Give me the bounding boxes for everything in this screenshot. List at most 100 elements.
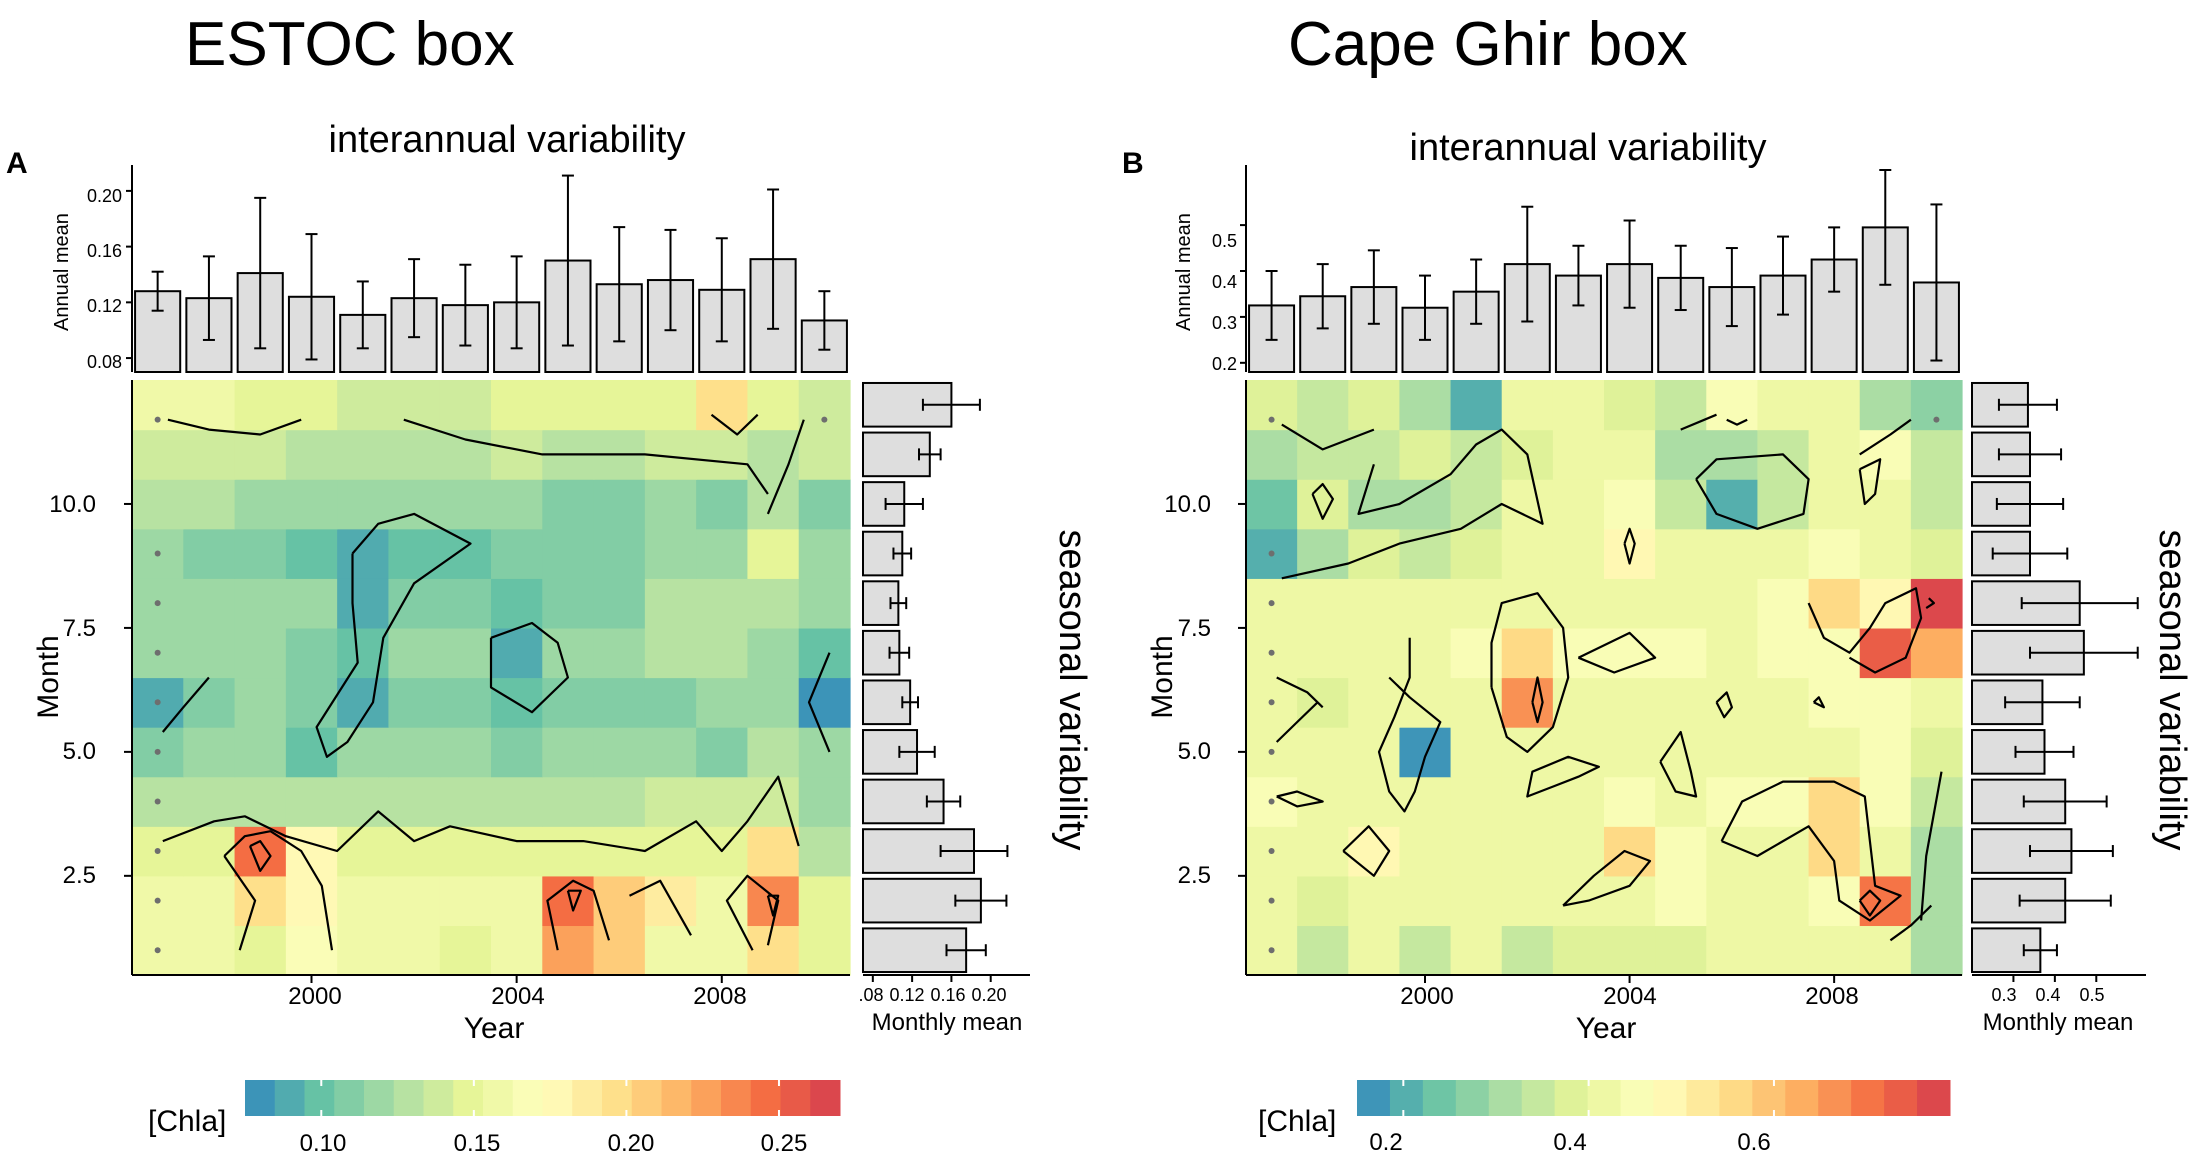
heatmap-cell <box>337 677 390 728</box>
panel-b-main-yaxis: 2.5 5.0 7.5 10.0 <box>1164 491 1211 889</box>
colorbar-swatch <box>691 1080 722 1116</box>
colorbar-swatch <box>453 1080 484 1116</box>
panel-a-ytick: 5.0 <box>63 738 96 765</box>
heatmap-cell <box>183 727 236 778</box>
heatmap-cell <box>542 677 595 728</box>
heatmap-cell <box>1604 578 1656 629</box>
heatmap-cell <box>234 677 287 728</box>
contour-line <box>1812 696 1825 709</box>
panel-a-xtick: 2000 <box>288 983 341 1010</box>
heatmap-cell <box>1808 875 1861 927</box>
heatmap-cell <box>1501 875 1554 927</box>
heatmap-cell <box>542 380 595 431</box>
heatmap-cell <box>1910 677 1963 728</box>
heatmap-cell <box>1706 826 1759 877</box>
heatmap-cell <box>1655 479 1707 530</box>
grid-dot <box>154 798 161 805</box>
heatmap-cell <box>1655 627 1707 679</box>
contour-line <box>403 418 769 495</box>
heatmap-cell <box>439 479 492 530</box>
heatmap-cell <box>1604 380 1656 431</box>
contour-line <box>766 894 780 917</box>
contour-line <box>566 889 582 912</box>
panel-a-ytick: 7.5 <box>63 615 96 642</box>
heatmap-cell <box>1501 925 1554 976</box>
heatmap-cell <box>1501 479 1554 530</box>
panel-a-right-xtick: 0.16 <box>930 985 965 1005</box>
heatmap-cell <box>1450 776 1503 827</box>
contour-line <box>223 830 334 951</box>
heatmap-cell <box>1246 479 1298 530</box>
heatmap-cell <box>337 925 390 976</box>
heatmap-cell <box>1808 925 1861 976</box>
heatmap-cell <box>747 727 800 778</box>
heatmap-cell <box>1604 925 1656 976</box>
heatmap-cell <box>1348 429 1401 480</box>
heatmap-cell <box>542 826 595 877</box>
panel-b-monthly-bars <box>1971 381 2146 982</box>
heatmap-cell <box>183 925 236 976</box>
heatmap-cell <box>1450 727 1503 778</box>
heatmap-cell <box>1450 380 1503 431</box>
contour-line <box>1531 676 1544 724</box>
panel-b: Cape Ghir box B interannual variability … <box>1122 10 2192 1156</box>
colorbar-swatch <box>245 1080 276 1116</box>
heatmap-cell <box>1910 528 1963 579</box>
heatmap-cell <box>1450 479 1503 530</box>
colorbar-swatch <box>393 1080 424 1116</box>
contour-line <box>1695 453 1810 530</box>
panel-b-right-xaxis: 0.3 0.4 0.5 <box>1991 985 2104 1005</box>
heatmap-cell <box>1399 776 1452 827</box>
heatmap-cell <box>1501 677 1554 728</box>
heatmap-cell <box>1297 380 1349 431</box>
heatmap-cell <box>1910 429 1963 480</box>
heatmap-cell <box>1399 875 1452 927</box>
colorbar-swatch <box>1719 1080 1753 1116</box>
contour-line <box>629 879 692 936</box>
panel-b-ytick: 10.0 <box>1164 491 1211 518</box>
panel-a-colorbar <box>245 1080 841 1116</box>
contour-line <box>1720 780 1902 922</box>
panel-b-annual-bars <box>1240 165 1960 374</box>
heatmap-cell <box>1399 479 1452 530</box>
heatmap-cell <box>1246 429 1298 480</box>
contour-line <box>161 676 210 733</box>
panel-b-xtick: 2008 <box>1805 983 1858 1010</box>
heatmap-cell <box>696 429 749 480</box>
contour-line <box>1623 527 1636 565</box>
heatmap-cell <box>798 627 851 679</box>
heatmap-cell <box>1655 875 1707 927</box>
heatmap-cell <box>388 776 441 827</box>
heatmap-cell <box>183 380 236 431</box>
panel-a-right-xlabel: Monthly mean <box>872 1009 1023 1036</box>
heatmap-cell <box>1348 826 1401 877</box>
heatmap-cell <box>1910 479 1963 530</box>
heatmap-cell <box>1552 776 1605 827</box>
heatmap-cell <box>1552 429 1605 480</box>
heatmap-cell <box>1604 727 1656 778</box>
heatmap-cell <box>696 578 749 629</box>
heatmap-cell <box>798 727 851 778</box>
heatmap-cell <box>1706 479 1759 530</box>
heatmap-cell <box>234 578 287 629</box>
heatmap-cell <box>1808 677 1861 728</box>
contour-line <box>1275 701 1319 743</box>
heatmap-cell <box>1399 826 1452 877</box>
colorbar-swatch <box>483 1080 514 1116</box>
heatmap-cell <box>644 479 697 530</box>
heatmap-cell <box>1910 826 1963 877</box>
heatmap-cell <box>285 677 338 728</box>
heatmap-cell <box>1450 429 1503 480</box>
heatmap-cell <box>1450 826 1503 877</box>
contour-line <box>315 512 472 758</box>
panel-b-legend-ticks: 0.2 0.4 0.6 <box>1369 1129 1770 1156</box>
heatmap-cell <box>542 727 595 778</box>
heatmap-cell <box>798 875 851 927</box>
heatmap-cell <box>644 776 697 827</box>
heatmap-cell <box>491 727 543 778</box>
heatmap-cell <box>439 627 492 679</box>
heatmap-cell <box>542 776 595 827</box>
heatmap-cell <box>388 727 441 778</box>
heatmap-cell <box>285 578 338 629</box>
heatmap-cell <box>1348 578 1401 629</box>
